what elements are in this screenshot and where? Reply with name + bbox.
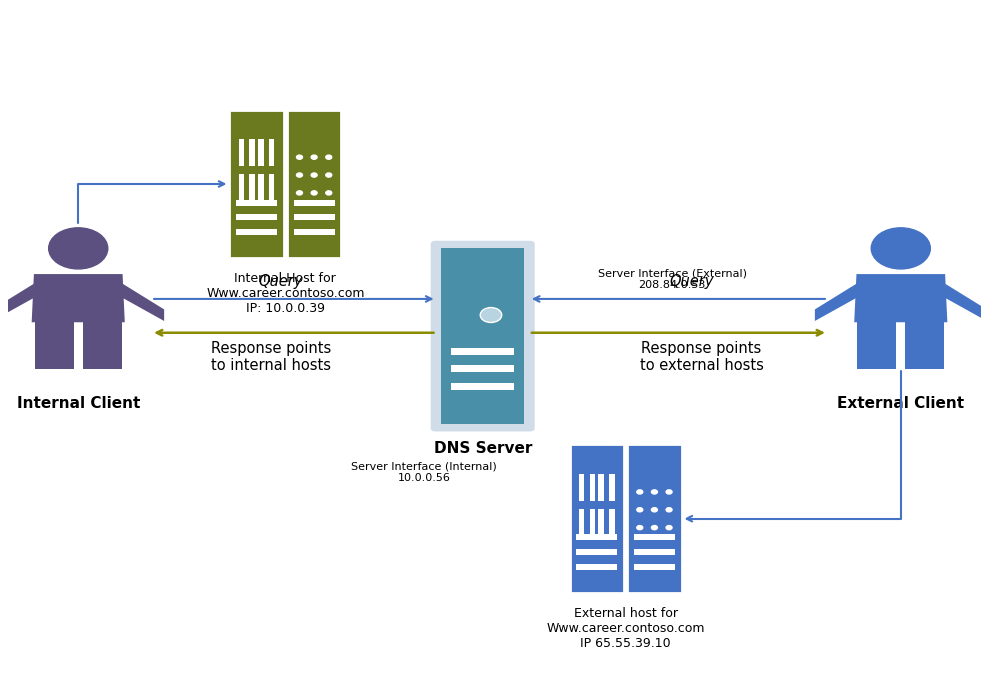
Circle shape	[312, 173, 318, 177]
Text: Internal Client: Internal Client	[17, 396, 140, 411]
Bar	[287, 109, 341, 258]
Circle shape	[312, 191, 318, 195]
Bar	[294, 230, 335, 236]
Text: Server Interface (External)
208.84.0.53: Server Interface (External) 208.84.0.53	[598, 268, 747, 290]
Bar	[236, 200, 277, 206]
Polygon shape	[815, 284, 856, 321]
Circle shape	[325, 155, 331, 160]
FancyBboxPatch shape	[431, 241, 535, 431]
Bar	[599, 474, 604, 501]
Bar	[599, 509, 604, 536]
Text: Server Interface (Internal)
10.0.0.56: Server Interface (Internal) 10.0.0.56	[352, 461, 497, 483]
Bar	[451, 365, 514, 372]
Bar	[236, 215, 277, 221]
Bar	[857, 323, 896, 369]
Bar	[294, 215, 335, 221]
Polygon shape	[0, 284, 33, 321]
Bar	[259, 139, 263, 166]
Circle shape	[637, 526, 643, 530]
Bar	[579, 509, 584, 536]
Text: Internal Host for
Www.career.contoso.com
IP: 10.0.0.39: Internal Host for Www.career.contoso.com…	[206, 272, 365, 315]
Polygon shape	[945, 284, 983, 321]
Bar	[259, 174, 263, 201]
Text: Response points
to internal hosts: Response points to internal hosts	[210, 341, 331, 373]
Polygon shape	[854, 274, 948, 323]
Polygon shape	[31, 274, 125, 323]
Bar	[576, 534, 617, 540]
Bar	[250, 139, 255, 166]
Bar	[570, 444, 624, 593]
Bar	[236, 230, 277, 236]
Bar	[576, 549, 617, 555]
Circle shape	[666, 490, 672, 494]
Bar	[590, 509, 596, 536]
Bar	[579, 474, 584, 501]
Circle shape	[637, 490, 643, 494]
Bar	[250, 174, 255, 201]
Text: DNS Server: DNS Server	[434, 441, 532, 456]
Bar	[634, 534, 675, 540]
Circle shape	[666, 508, 672, 512]
Circle shape	[297, 155, 303, 160]
Text: External host for
Www.career.contoso.com
IP 65.55.39.10: External host for Www.career.contoso.com…	[547, 606, 705, 650]
Circle shape	[652, 508, 658, 512]
Bar	[229, 109, 284, 258]
Circle shape	[871, 228, 930, 269]
Bar	[239, 139, 244, 166]
Circle shape	[297, 191, 303, 195]
Bar	[576, 564, 617, 570]
Bar	[239, 174, 244, 201]
Circle shape	[666, 526, 672, 530]
Bar	[294, 200, 335, 206]
Text: External Client: External Client	[838, 396, 964, 411]
Bar	[634, 549, 675, 555]
Bar	[627, 444, 681, 593]
Bar	[590, 474, 596, 501]
Circle shape	[637, 508, 643, 512]
Circle shape	[652, 490, 658, 494]
Circle shape	[481, 308, 501, 323]
Bar	[905, 323, 945, 369]
Bar	[451, 383, 514, 390]
Circle shape	[325, 173, 331, 177]
Circle shape	[325, 191, 331, 195]
Bar	[269, 174, 274, 201]
Text: Query: Query	[669, 274, 714, 289]
Polygon shape	[123, 284, 164, 321]
Circle shape	[49, 228, 108, 269]
Bar	[609, 509, 614, 536]
Bar	[34, 323, 74, 369]
Bar	[83, 323, 122, 369]
Bar	[634, 564, 675, 570]
Bar	[441, 249, 524, 424]
Bar	[451, 348, 514, 354]
Text: Query: Query	[259, 274, 303, 289]
Bar	[269, 139, 274, 166]
Circle shape	[652, 526, 658, 530]
Circle shape	[297, 173, 303, 177]
Circle shape	[312, 155, 318, 160]
Bar	[609, 474, 614, 501]
Text: Response points
to external hosts: Response points to external hosts	[640, 341, 764, 373]
